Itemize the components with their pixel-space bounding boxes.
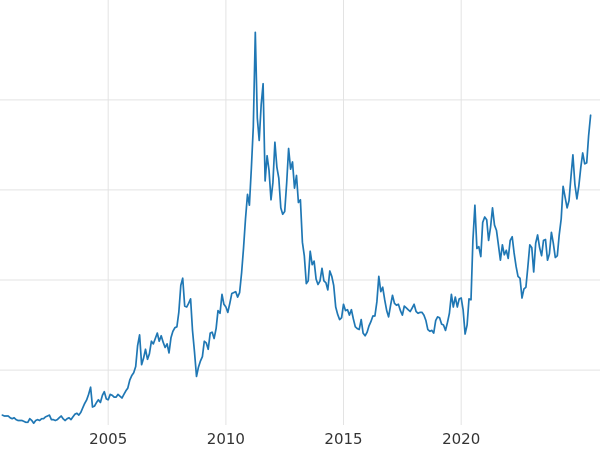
x-tick-label: 2020 bbox=[442, 430, 480, 448]
x-tick-label: 2005 bbox=[89, 430, 127, 448]
x-axis-tick-labels: 2005 2010 2015 2020 bbox=[89, 430, 480, 448]
horizontal-gridlines bbox=[0, 99, 600, 371]
x-tick-label: 2010 bbox=[207, 430, 245, 448]
price-line-series bbox=[1, 31, 592, 425]
x-tick-label: 2015 bbox=[324, 430, 362, 448]
vertical-gridlines bbox=[107, 0, 462, 425]
